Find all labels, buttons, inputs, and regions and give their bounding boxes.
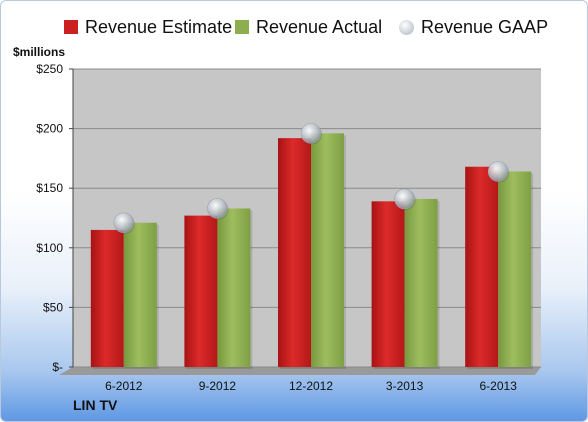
- bar-revenue-estimate: [90, 229, 124, 367]
- y-tick-label: $-: [52, 360, 63, 374]
- bar-revenue-actual: [498, 171, 532, 367]
- gaap-marker: [300, 123, 322, 144]
- bar-revenue-estimate: [278, 138, 311, 367]
- bar-revenue-actual: [404, 198, 438, 367]
- legend-item-actual: Revenue Actual: [235, 17, 382, 38]
- legend: Revenue Estimate Revenue Actual Revenue …: [1, 17, 587, 41]
- y-tick-label: $50: [43, 300, 63, 314]
- x-tick-label: 12-2012: [289, 379, 333, 393]
- company-label: LIN TV: [73, 397, 118, 413]
- legend-label-estimate: Revenue Estimate: [85, 17, 233, 37]
- bar-revenue-actual: [311, 133, 344, 367]
- legend-swatch-estimate: [64, 20, 78, 34]
- legend-marker-gaap: [399, 20, 414, 35]
- legend-label-gaap: Revenue GAAP: [421, 17, 549, 37]
- y-tick-label: $150: [36, 181, 63, 195]
- y-axis-unit-label: $millions: [13, 45, 66, 59]
- gaap-marker: [207, 198, 228, 219]
- bar-revenue-estimate: [184, 215, 218, 367]
- bar-revenue-actual: [217, 208, 251, 367]
- gaap-marker: [394, 188, 415, 210]
- plot-area: $- $50 $100 $150 $200 $250 6-2012 9-2012 12-2012…: [36, 62, 541, 393]
- y-tick-label: $200: [36, 122, 63, 136]
- gaap-marker: [487, 161, 509, 182]
- x-tick-label: 6-2013: [480, 379, 518, 393]
- gaap-marker: [113, 212, 135, 234]
- x-tick-label: 6-2012: [105, 379, 143, 393]
- legend-swatch-actual: [235, 20, 249, 34]
- bar-revenue-actual: [123, 222, 157, 367]
- y-tick-label: $250: [36, 62, 63, 76]
- bar-revenue-estimate: [371, 201, 405, 367]
- legend-item-gaap: Revenue GAAP: [399, 17, 548, 38]
- bar-revenue-estimate: [465, 166, 499, 367]
- x-tick-label: 3-2013: [386, 379, 424, 393]
- legend-label-actual: Revenue Actual: [256, 17, 383, 37]
- legend-item-estimate: Revenue Estimate: [64, 17, 232, 38]
- x-tick-label: 9-2012: [199, 379, 237, 393]
- y-tick-label: $100: [36, 241, 63, 255]
- plot-floor: [59, 367, 541, 375]
